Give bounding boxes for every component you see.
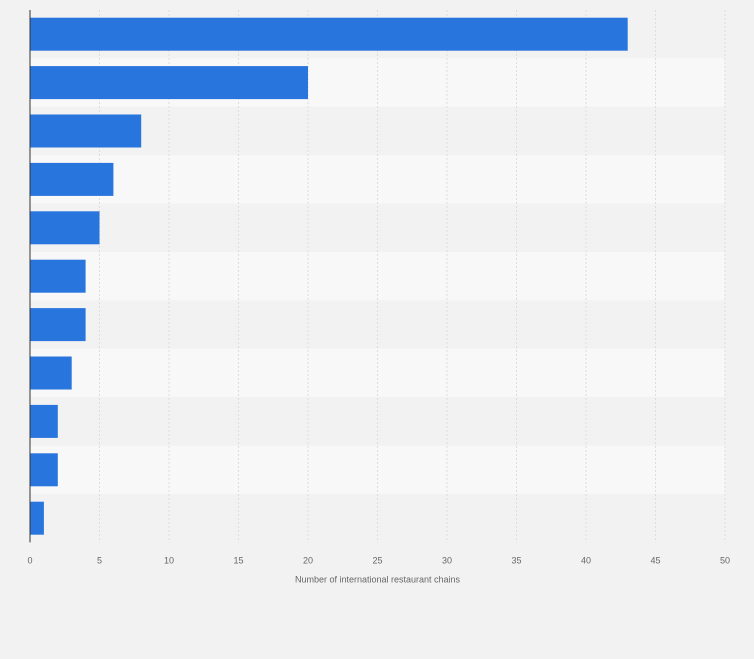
bar[interactable] xyxy=(30,114,142,148)
bar[interactable] xyxy=(30,404,58,438)
bar[interactable] xyxy=(30,162,114,196)
bar[interactable] xyxy=(30,259,86,293)
x-axis-ticks: 0 5 10 15 20 25 30 35 40 45 50 xyxy=(27,555,730,565)
bar[interactable] xyxy=(30,453,58,487)
bar[interactable] xyxy=(30,308,86,342)
x-tick-label: 50 xyxy=(720,555,730,565)
row-band xyxy=(30,445,725,494)
x-axis-title: Number of international restaurant chain… xyxy=(295,574,461,584)
row-band xyxy=(30,300,725,349)
bar[interactable] xyxy=(30,17,628,51)
x-tick-label: 5 xyxy=(97,555,102,565)
x-tick-label: 20 xyxy=(303,555,313,565)
bar[interactable] xyxy=(30,501,44,535)
x-tick-label: 10 xyxy=(164,555,174,565)
x-tick-label: 45 xyxy=(650,555,660,565)
x-tick-label: 25 xyxy=(372,555,382,565)
row-band xyxy=(30,397,725,446)
row-band xyxy=(30,252,725,301)
x-tick-label: 15 xyxy=(233,555,243,565)
bars xyxy=(30,17,628,535)
row-band xyxy=(30,348,725,398)
x-tick-label: 0 xyxy=(27,555,32,565)
x-tick-label: 40 xyxy=(581,555,591,565)
x-tick-label: 30 xyxy=(442,555,452,565)
bar[interactable] xyxy=(30,211,100,245)
bar[interactable] xyxy=(30,356,72,390)
x-tick-label: 35 xyxy=(511,555,521,565)
bar[interactable] xyxy=(30,66,308,100)
